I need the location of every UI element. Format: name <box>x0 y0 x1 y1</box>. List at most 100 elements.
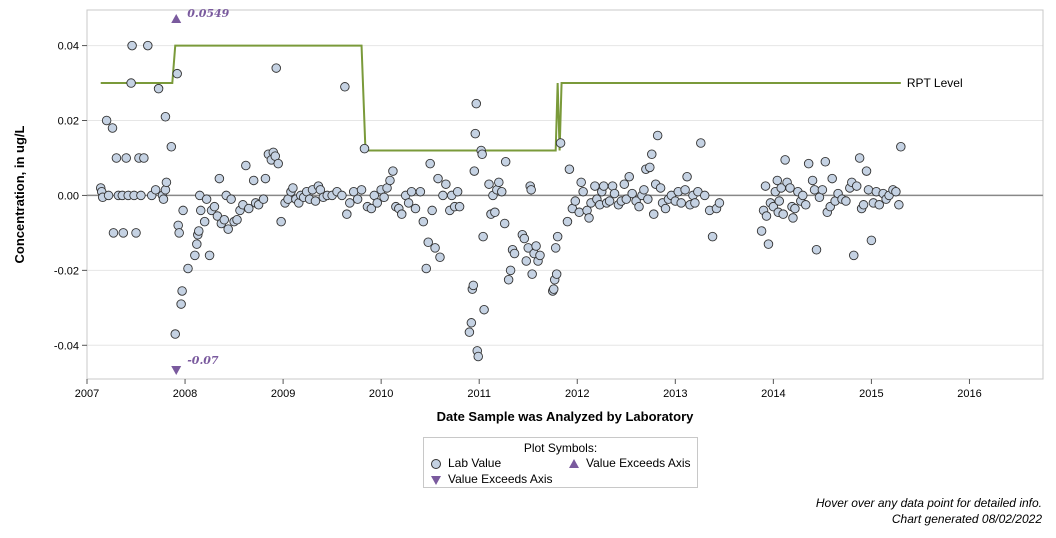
lab-value-point[interactable] <box>388 166 398 176</box>
lab-value-point[interactable] <box>761 211 772 221</box>
lab-value-point[interactable] <box>410 203 421 214</box>
lab-value-point[interactable] <box>576 177 586 188</box>
lab-value-point[interactable] <box>421 263 432 274</box>
lab-value-point[interactable] <box>107 123 118 133</box>
lab-value-point[interactable] <box>195 205 206 216</box>
lab-value-point[interactable] <box>490 207 500 218</box>
lab-value-point[interactable] <box>639 185 649 195</box>
lab-value-point[interactable] <box>342 209 352 219</box>
lab-value-point[interactable] <box>103 190 114 201</box>
lab-value-point[interactable] <box>680 185 690 195</box>
lab-value-point[interactable] <box>143 40 153 51</box>
lab-value-point[interactable] <box>896 141 906 152</box>
lab-value-point[interactable] <box>372 198 382 208</box>
lab-value-point[interactable] <box>435 252 445 262</box>
lab-value-point[interactable] <box>158 194 169 204</box>
lab-value-point[interactable] <box>552 231 563 242</box>
lab-value-point[interactable] <box>178 205 188 216</box>
lab-value-point[interactable] <box>682 171 692 182</box>
lab-value-point[interactable] <box>854 153 865 163</box>
lab-value-point[interactable] <box>160 112 171 122</box>
lab-value-point[interactable] <box>192 239 202 249</box>
lab-value-point[interactable] <box>578 186 588 197</box>
lab-value-point[interactable] <box>619 179 630 189</box>
lab-value-point[interactable] <box>452 186 463 197</box>
lab-value-point[interactable] <box>648 209 659 219</box>
lab-value-point[interactable] <box>441 179 451 189</box>
lab-value-point[interactable] <box>861 166 872 176</box>
lab-value-point[interactable] <box>652 130 663 141</box>
lab-value-point[interactable] <box>809 185 820 195</box>
lab-value-point[interactable] <box>379 192 389 203</box>
lab-value-point[interactable] <box>849 250 859 261</box>
lab-value-point[interactable] <box>177 286 187 296</box>
lab-value-point[interactable] <box>352 194 363 204</box>
lab-value-point[interactable] <box>183 263 193 274</box>
lab-value-point[interactable] <box>778 209 788 219</box>
lab-value-point[interactable] <box>817 185 828 195</box>
lab-value-point[interactable] <box>118 228 129 238</box>
lab-value-point[interactable] <box>527 269 537 279</box>
lab-value-point[interactable] <box>756 226 767 236</box>
lab-value-point[interactable] <box>396 209 407 219</box>
lab-value-point[interactable] <box>519 233 530 244</box>
lab-value-point[interactable] <box>811 245 822 255</box>
lab-value-point[interactable] <box>790 203 800 214</box>
lab-value-point[interactable] <box>418 216 429 227</box>
exceeds-axis-marker[interactable] <box>171 14 182 23</box>
lab-value-point[interactable] <box>772 175 783 186</box>
lab-value-point[interactable] <box>891 186 901 197</box>
lab-value-point[interactable] <box>655 183 666 193</box>
lab-value-point[interactable] <box>866 235 877 246</box>
lab-value-point[interactable] <box>562 216 573 227</box>
lab-value-point[interactable] <box>763 239 774 249</box>
lab-value-point[interactable] <box>894 200 904 210</box>
lab-value-point[interactable] <box>800 200 811 210</box>
lab-value-point[interactable] <box>423 237 433 248</box>
lab-value-point[interactable] <box>214 173 225 184</box>
lab-value-point[interactable] <box>288 183 298 193</box>
lab-value-point[interactable] <box>550 243 561 253</box>
lab-value-point[interactable] <box>803 158 814 169</box>
lab-value-point[interactable] <box>634 201 644 212</box>
lab-value-point[interactable] <box>505 265 516 276</box>
lab-value-point[interactable] <box>310 196 321 206</box>
lab-value-point[interactable] <box>827 173 837 184</box>
lab-value-point[interactable] <box>863 185 874 195</box>
lab-value-point[interactable] <box>497 186 507 197</box>
lab-value-point[interactable] <box>468 280 479 291</box>
lab-value-point[interactable] <box>433 173 443 184</box>
lab-value-point[interactable] <box>494 177 504 188</box>
lab-value-point[interactable] <box>340 82 350 92</box>
lab-value-point[interactable] <box>466 318 477 328</box>
lab-value-point[interactable] <box>260 173 271 184</box>
lab-value-point[interactable] <box>627 188 637 199</box>
lab-value-point[interactable] <box>471 98 482 109</box>
lab-value-point[interactable] <box>660 203 671 214</box>
exceeds-axis-marker[interactable] <box>171 366 182 375</box>
lab-value-point[interactable] <box>244 203 254 214</box>
lab-value-point[interactable] <box>479 304 489 315</box>
lab-value-point[interactable] <box>780 155 790 165</box>
lab-value-point[interactable] <box>166 141 177 152</box>
lab-value-point[interactable] <box>500 156 511 167</box>
lab-value-point[interactable] <box>555 138 566 148</box>
lab-value-point[interactable] <box>276 216 286 227</box>
lab-value-point[interactable] <box>551 269 562 279</box>
lab-value-point[interactable] <box>851 181 862 191</box>
lab-value-point[interactable] <box>403 198 414 208</box>
lab-value-point[interactable] <box>430 243 440 253</box>
lab-value-point[interactable] <box>699 190 710 201</box>
lab-value-point[interactable] <box>785 183 795 193</box>
lab-value-point[interactable] <box>174 228 184 238</box>
lab-value-point[interactable] <box>499 218 510 229</box>
lab-value-point[interactable] <box>535 250 545 261</box>
lab-value-point[interactable] <box>427 205 437 216</box>
lab-value-point[interactable] <box>574 207 584 218</box>
lab-value-point[interactable] <box>548 284 559 294</box>
lab-value-point[interactable] <box>696 138 706 148</box>
lab-value-point[interactable] <box>232 215 242 225</box>
lab-value-point[interactable] <box>101 115 112 126</box>
lab-value-point[interactable] <box>526 185 536 195</box>
lab-value-point[interactable] <box>406 186 417 197</box>
